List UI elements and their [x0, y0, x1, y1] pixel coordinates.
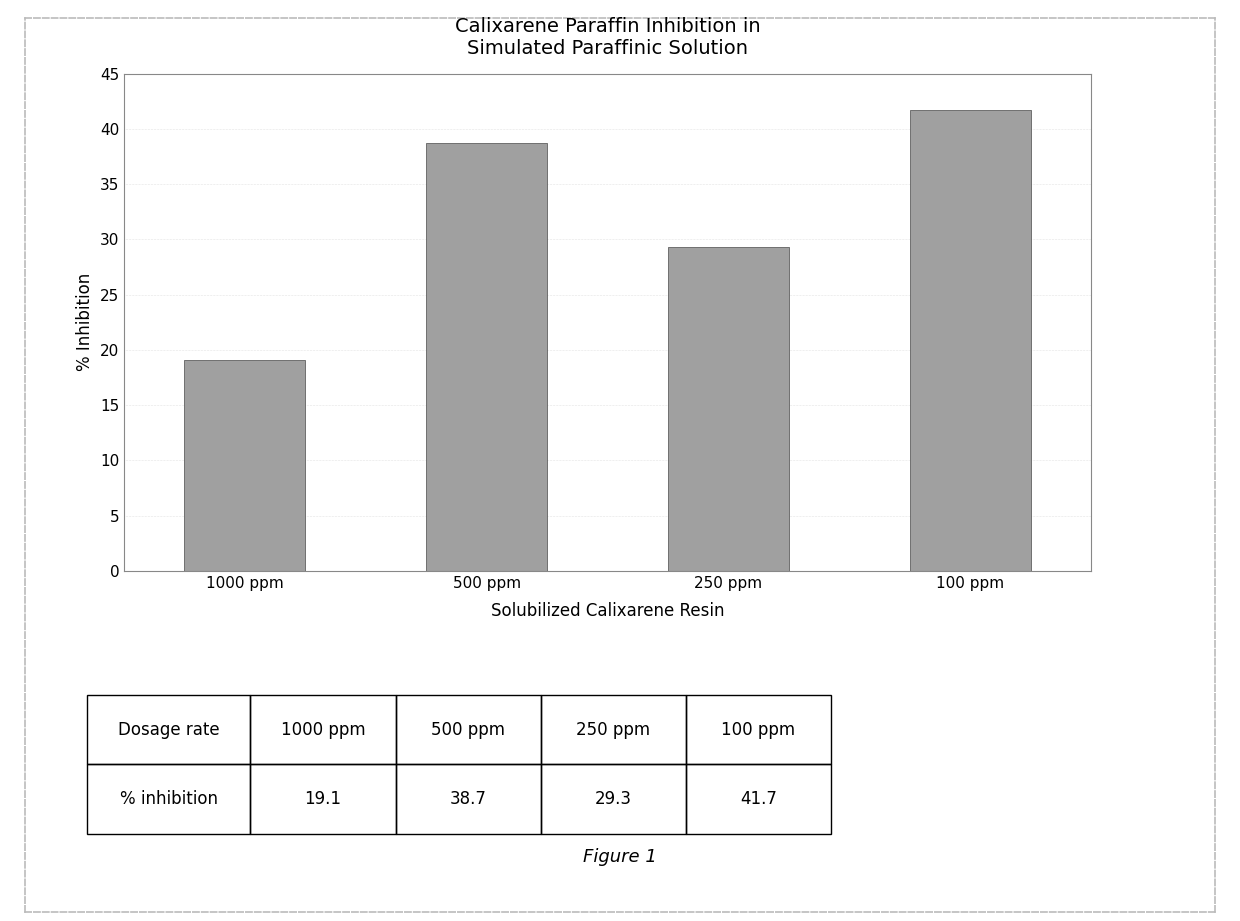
Text: 41.7: 41.7 [740, 790, 776, 808]
Text: 19.1: 19.1 [305, 790, 341, 808]
Text: Figure 1: Figure 1 [583, 847, 657, 866]
Y-axis label: % Inhibition: % Inhibition [76, 274, 94, 371]
Bar [910, 111, 1030, 571]
Text: 100 ppm: 100 ppm [722, 721, 795, 739]
Text: Dosage rate: Dosage rate [118, 721, 219, 739]
Text: % inhibition: % inhibition [119, 790, 218, 808]
Text: 29.3: 29.3 [595, 790, 631, 808]
Text: 500 ppm: 500 ppm [432, 721, 505, 739]
Text: 250 ppm: 250 ppm [577, 721, 650, 739]
Bar [427, 144, 547, 571]
X-axis label: Solubilized Calixarene Resin: Solubilized Calixarene Resin [491, 602, 724, 620]
Title: Calixarene Paraffin Inhibition in
Simulated Paraffinic Solution: Calixarene Paraffin Inhibition in Simula… [455, 17, 760, 58]
Bar [668, 247, 789, 571]
Bar [185, 360, 305, 571]
Text: 1000 ppm: 1000 ppm [280, 721, 366, 739]
Text: 38.7: 38.7 [450, 790, 486, 808]
